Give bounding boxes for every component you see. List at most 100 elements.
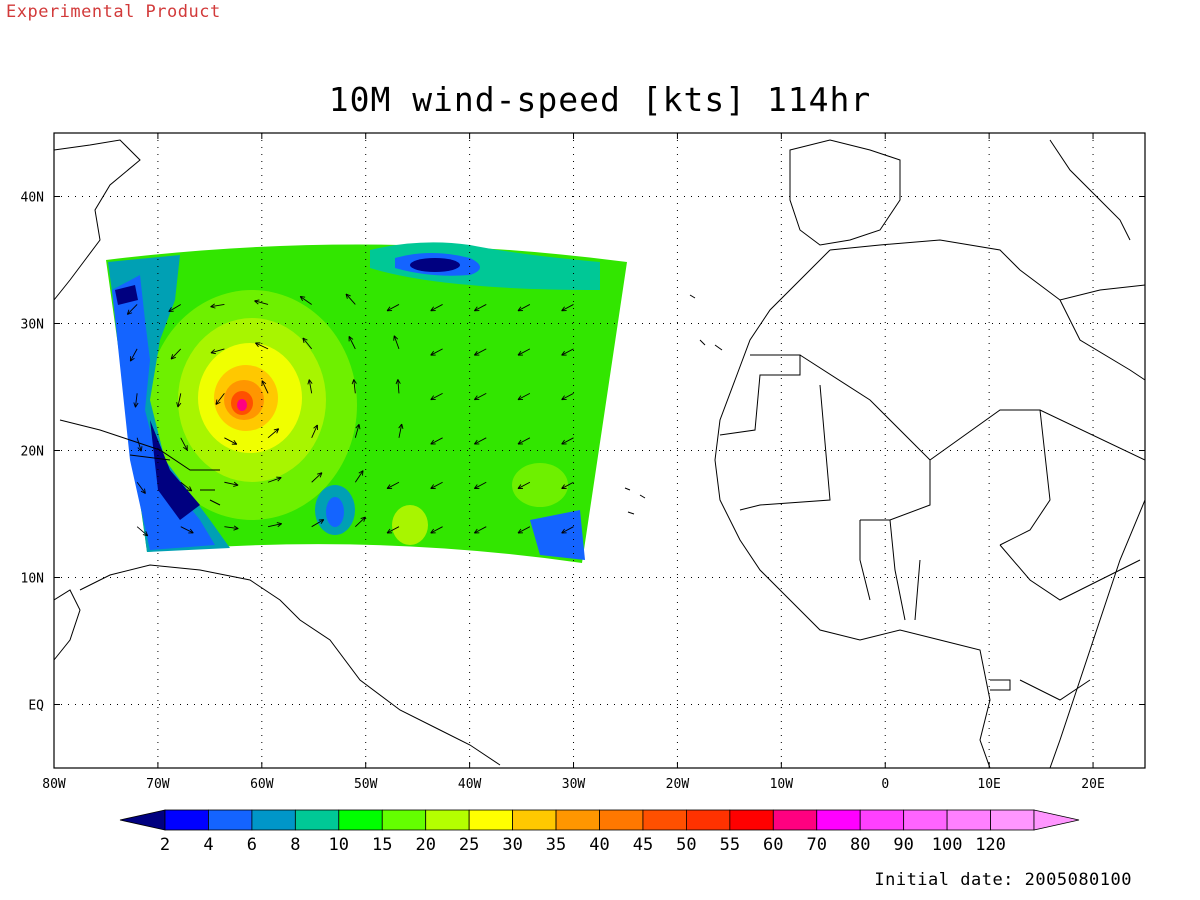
field-low-north-deep (410, 258, 460, 272)
wind-arrow-head (473, 528, 480, 534)
lon-tick-label: 40W (458, 777, 482, 792)
coastline-canary-islands (689, 294, 723, 351)
field-region-60 (237, 399, 247, 411)
colorbar-label: 50 (676, 835, 696, 855)
wind-arrow-head (273, 428, 280, 434)
colorbar-segment (425, 809, 470, 831)
wind-arrow-head (386, 484, 393, 489)
colorbar-segment (294, 809, 340, 831)
colorbar-label: 35 (546, 835, 566, 855)
wind-arrow (561, 304, 574, 312)
wind-arrow-head (215, 399, 221, 405)
field-moderate-east (512, 463, 568, 507)
wind-arrow-head (140, 488, 146, 494)
border-west-africa-coast-states (859, 519, 921, 621)
lat-tick-label: 30N (21, 318, 44, 333)
wind-arrow (561, 437, 574, 445)
wind-arrow-head (561, 350, 567, 356)
wind-arrow (561, 348, 574, 356)
colorbar-segment (599, 809, 644, 831)
wind-arrow-head (255, 342, 261, 348)
wind-arrow (386, 304, 400, 312)
lon-tick-label: 50W (354, 777, 378, 792)
wind-arrow (430, 481, 443, 489)
border-chad (999, 409, 1051, 546)
colorbar-segment (164, 809, 209, 831)
border-congo (990, 679, 1091, 701)
wind-arrow-head (170, 354, 176, 360)
wind-speed-field (106, 242, 627, 563)
lon-tick-label: 20W (666, 777, 690, 792)
wind-arrow-head (561, 484, 567, 489)
wind-arrow (308, 379, 313, 394)
wind-arrow-head (210, 349, 216, 355)
colorbar-label: 60 (763, 835, 783, 855)
wind-arrow (136, 437, 142, 452)
initial-date-label: Initial date: 2005080100 (874, 870, 1132, 890)
border-mauritania (719, 354, 801, 436)
coastline-africa-east (1049, 499, 1145, 768)
political-borders (719, 299, 1145, 701)
axis-ticks: 80W 70W 60W 50W 40W 30W 20W 10W 0 10E 20E EQ 10N 20N 3… (21, 133, 1145, 792)
wind-arrow (348, 336, 356, 350)
colorbar-arrow-low (119, 809, 166, 831)
experimental-product-label: Experimental Product (6, 2, 221, 22)
wind-arrow-head (517, 528, 523, 534)
wind-arrow (430, 437, 443, 445)
wind-arrow-head (299, 296, 306, 302)
colorbar-label: 8 (290, 835, 300, 855)
colorbar-segment (468, 809, 513, 831)
wind-arrow (474, 437, 487, 445)
wind-arrow-head (188, 528, 194, 534)
wind-arrow-head (430, 395, 436, 401)
wind-arrow (393, 335, 400, 350)
wind-arrow-head (254, 299, 260, 305)
border-central-africa (999, 544, 1141, 601)
colorbar-segment (642, 809, 687, 831)
border-mali (739, 384, 831, 511)
wind-arrow (267, 523, 282, 528)
wind-arrow (311, 424, 318, 438)
wind-arrow-head (355, 424, 361, 430)
wind-arrow-head (133, 402, 139, 408)
wind-arrow-head (561, 528, 567, 534)
wind-arrow (474, 348, 487, 356)
wind-arrow-head (517, 395, 523, 401)
colorbar-label: 15 (372, 835, 392, 855)
colorbar-label: 25 (459, 835, 479, 855)
wind-arrow (136, 481, 146, 494)
wind-arrow (561, 392, 574, 401)
wind-arrow-head (386, 306, 393, 312)
wind-arrow-head (430, 439, 436, 445)
colorbar-segment (816, 809, 861, 831)
border-libya-egypt (1059, 299, 1145, 381)
colorbar-label: 6 (247, 835, 257, 855)
wind-arrow (386, 481, 400, 489)
colorbar-segment (729, 809, 774, 831)
coastline-iberia (789, 139, 901, 246)
wind-arrow-head (430, 306, 436, 312)
lon-tick-label: 0 (881, 777, 889, 792)
wind-arrow (180, 526, 194, 534)
wind-arrow-head (261, 380, 267, 386)
wind-arrow-head (233, 481, 239, 487)
wind-arrow-head (168, 307, 174, 313)
colorbar-label: 45 (633, 835, 653, 855)
wind-vectors (126, 293, 574, 537)
coastlines (54, 139, 1145, 768)
wind-arrow (180, 437, 188, 451)
wind-arrow-head (345, 293, 351, 299)
wind-arrow-head (430, 528, 436, 534)
wind-arrow (355, 516, 366, 528)
wind-arrow-head (351, 379, 357, 385)
wind-arrow-head (561, 306, 567, 312)
wind-arrow (430, 526, 443, 534)
field-low-south-core (326, 497, 344, 527)
field-low-west-deep (150, 420, 200, 520)
colorbar-segment (251, 809, 296, 831)
coastline-south-america (79, 564, 501, 766)
wind-arrow (224, 481, 239, 486)
wind-arrow-head (517, 350, 523, 356)
lat-lon-grid (54, 133, 1145, 768)
wind-arrow (474, 304, 487, 312)
